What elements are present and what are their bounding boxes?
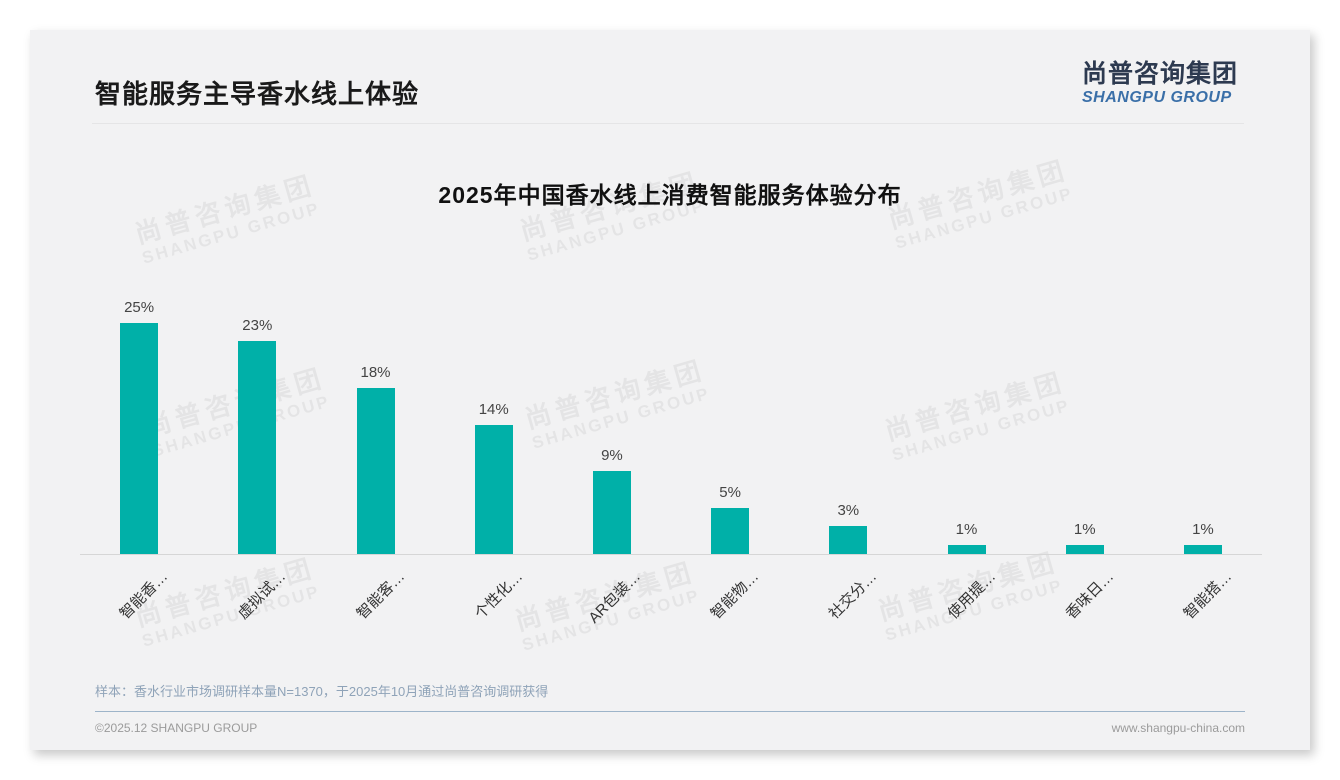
- bar-value-label: 1%: [955, 520, 978, 538]
- footer-divider: [95, 711, 1245, 712]
- page-title: 智能服务主导香水线上体验: [95, 79, 420, 109]
- bar-column: 1% 智能搭…: [1144, 270, 1262, 623]
- bar: [1065, 544, 1104, 554]
- bar-value-label: 18%: [360, 363, 391, 381]
- bar: [120, 322, 159, 554]
- x-axis-label: AR包装…: [585, 568, 645, 627]
- x-axis-label: 智能客…: [353, 568, 408, 623]
- bar: [829, 526, 868, 554]
- x-axis-label: 使用提…: [944, 568, 999, 623]
- watermark: 尚普咨询集团 SHANGPU GROUP: [132, 552, 324, 651]
- bar-column: 1% 香味日…: [1026, 270, 1144, 623]
- bar-column: 3% 社交分…: [789, 270, 907, 622]
- bar: [238, 341, 277, 554]
- sample-footnote: 样本：香水行业市场调研样本量N=1370，于2025年10月通过尚普咨询调研获得: [95, 684, 549, 699]
- x-axis-label: 社交分…: [826, 568, 881, 623]
- footer-row: ©2025.12 SHANGPU GROUP www.shangpu-china…: [95, 721, 1245, 735]
- bar-column: 14% 个性化…: [435, 270, 553, 623]
- bar: [1183, 544, 1222, 554]
- bar-chart-canvas: 25% 智能香… 23% 虚拟试… 18% 智能客… 14% 个性化… 9% AR包装… 5% 智能物…: [80, 270, 1262, 627]
- bar: [947, 544, 986, 554]
- bar: [592, 470, 631, 554]
- report-card: 尚普咨询集团 SHANGPU GROUP 尚普咨询集团 SHANGPU GROUP 尚普…: [30, 30, 1310, 750]
- bar-column: 5% 智能物…: [671, 270, 789, 623]
- x-axis-label: 智能香…: [116, 568, 172, 623]
- logo-text-en: SHANGPU GROUP: [1081, 88, 1232, 106]
- bar-column: 18% 智能客…: [316, 270, 434, 623]
- title-divider: [92, 123, 1244, 124]
- bar-value-label: 5%: [719, 483, 741, 501]
- watermark-text-en: SHANGPU GROUP: [139, 581, 323, 651]
- bar-value-label: 9%: [601, 446, 623, 464]
- bar: [474, 424, 513, 554]
- bar-value-label: 1%: [1073, 520, 1096, 538]
- bar-value-label: 25%: [124, 298, 155, 316]
- chart-title: 2025年中国香水线上消费智能服务体验分布: [438, 182, 902, 208]
- bar-value-label: 14%: [478, 400, 509, 418]
- website-link[interactable]: www.shangpu-china.com: [1111, 721, 1245, 735]
- x-axis-label: 香味日…: [1062, 568, 1117, 623]
- bar-column: 25% 智能香…: [80, 270, 198, 623]
- bar: [356, 387, 395, 554]
- x-axis-label: 智能物…: [707, 568, 763, 623]
- company-logo: 尚普咨询集团 SHANGPU GROUP: [1082, 60, 1238, 107]
- bar-column: 23% 虚拟试…: [198, 270, 316, 622]
- bar-column: 1% 使用提…: [907, 270, 1025, 623]
- bar-column: 9% AR包装…: [553, 270, 671, 627]
- x-axis-label: 虚拟试…: [234, 568, 290, 623]
- bar: [711, 507, 750, 554]
- bar-value-label: 1%: [1192, 520, 1214, 538]
- copyright-text: ©2025.12 SHANGPU GROUP: [95, 721, 258, 735]
- x-axis-label: 智能搭…: [1180, 568, 1236, 623]
- logo-text-cn: 尚普咨询集团: [1081, 60, 1238, 88]
- x-axis-label: 个性化…: [471, 568, 526, 623]
- bar-value-label: 23%: [242, 317, 273, 335]
- bar-value-label: 3%: [837, 502, 860, 520]
